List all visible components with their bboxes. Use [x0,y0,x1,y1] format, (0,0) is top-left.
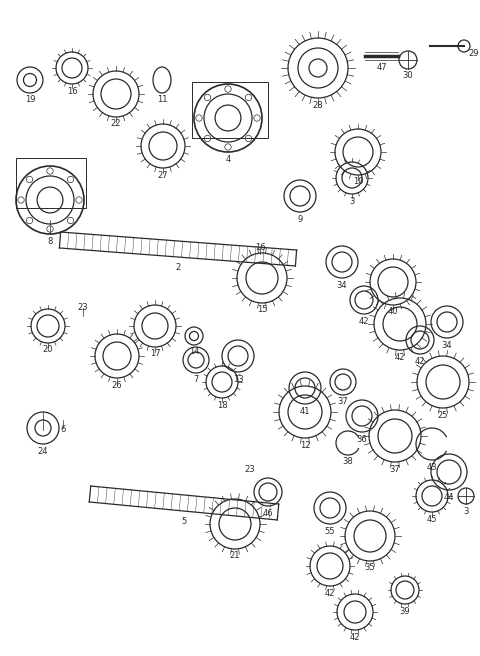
Text: 19: 19 [25,96,35,104]
Text: 10: 10 [353,178,363,186]
Text: 14: 14 [189,348,199,356]
Text: 23: 23 [78,304,88,312]
Text: 12: 12 [300,440,310,449]
Text: 11: 11 [157,96,167,104]
Text: 2: 2 [175,262,180,272]
Text: 36: 36 [357,434,367,443]
Text: 22: 22 [111,119,121,129]
Text: 42: 42 [415,356,425,365]
Text: 16: 16 [255,243,265,253]
Text: 17: 17 [150,350,160,358]
Text: 35: 35 [365,564,375,573]
Text: 20: 20 [43,346,53,354]
Text: 9: 9 [298,215,302,224]
Text: 45: 45 [427,514,437,523]
Bar [16,158,86,208]
Text: 28: 28 [312,100,324,110]
Text: 4: 4 [226,155,230,163]
Text: 41: 41 [300,407,310,415]
Text: 40: 40 [388,308,398,316]
Text: 44: 44 [444,493,454,501]
Text: 46: 46 [263,508,273,518]
Text: 42: 42 [395,352,405,361]
Text: 30: 30 [403,72,413,81]
Text: 6: 6 [60,426,66,434]
Text: 37: 37 [337,398,348,407]
Text: 42: 42 [359,316,369,325]
Text: 3: 3 [349,197,355,205]
Text: 26: 26 [112,380,122,390]
Text: 25: 25 [438,411,448,419]
Text: 42: 42 [325,588,335,598]
Text: 43: 43 [427,462,437,472]
Text: 16: 16 [67,87,77,96]
Text: 13: 13 [233,375,243,384]
Text: 39: 39 [400,607,410,615]
Text: 42: 42 [350,632,360,642]
Text: 38: 38 [343,457,353,466]
Text: 15: 15 [257,306,267,314]
Text: 18: 18 [216,401,228,409]
Text: 24: 24 [38,447,48,455]
Text: 3: 3 [463,506,468,516]
Text: 21: 21 [230,552,240,560]
Text: 47: 47 [376,64,387,73]
Text: 23: 23 [245,464,255,474]
Text: 34: 34 [336,281,348,289]
Text: 37: 37 [390,464,400,474]
Text: 34: 34 [442,340,452,350]
Text: 29: 29 [469,49,479,58]
Text: 5: 5 [181,516,187,525]
Bar [192,82,268,138]
Text: 8: 8 [48,237,53,245]
Text: 55: 55 [325,527,335,535]
Text: 27: 27 [158,171,168,180]
Text: 7: 7 [193,375,199,384]
